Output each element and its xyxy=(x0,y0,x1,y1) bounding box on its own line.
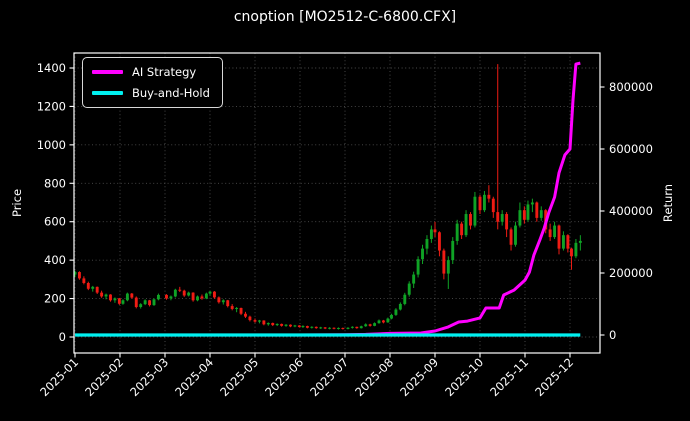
svg-text:2025-04: 2025-04 xyxy=(172,355,216,399)
svg-text:400: 400 xyxy=(44,253,66,267)
svg-text:2025-02: 2025-02 xyxy=(82,355,126,399)
svg-text:2025-06: 2025-06 xyxy=(262,355,306,399)
svg-text:600000: 600000 xyxy=(609,142,653,156)
legend-item-ai-strategy: AI Strategy xyxy=(92,65,210,79)
buy-and-hold-line-swatch xyxy=(92,91,123,95)
svg-text:200000: 200000 xyxy=(609,266,653,280)
legend-label-buy-and-hold: Buy-and-Hold xyxy=(132,86,210,100)
legend: AI Strategy Buy-and-Hold xyxy=(82,57,223,108)
svg-text:2025-01: 2025-01 xyxy=(37,355,81,399)
svg-text:0: 0 xyxy=(609,328,616,342)
return-axis-label: Return xyxy=(661,183,675,223)
svg-text:2025-07: 2025-07 xyxy=(307,355,351,399)
svg-text:2025-10: 2025-10 xyxy=(442,355,486,399)
svg-text:200: 200 xyxy=(44,292,66,306)
svg-text:2025-03: 2025-03 xyxy=(127,355,171,399)
svg-text:0: 0 xyxy=(59,330,66,344)
svg-text:600: 600 xyxy=(44,215,66,229)
svg-text:1400: 1400 xyxy=(37,61,66,75)
svg-text:2025-05: 2025-05 xyxy=(217,355,261,399)
chart-title: cnoption [MO2512-C-6800.CFX] xyxy=(233,9,457,25)
ai-strategy-line-swatch xyxy=(92,70,123,74)
svg-text:2025-09: 2025-09 xyxy=(397,355,441,399)
svg-text:800000: 800000 xyxy=(609,80,653,94)
svg-text:400000: 400000 xyxy=(609,204,653,218)
svg-text:800: 800 xyxy=(44,176,66,190)
svg-text:2025-12: 2025-12 xyxy=(532,355,576,399)
legend-item-buy-and-hold: Buy-and-Hold xyxy=(92,86,210,100)
legend-label-ai-strategy: AI Strategy xyxy=(132,65,197,79)
svg-text:2025-11: 2025-11 xyxy=(487,355,531,399)
svg-text:2025-08: 2025-08 xyxy=(352,355,396,399)
svg-text:1000: 1000 xyxy=(37,138,66,152)
svg-text:1200: 1200 xyxy=(37,99,66,113)
price-axis-label: Price xyxy=(10,188,24,218)
